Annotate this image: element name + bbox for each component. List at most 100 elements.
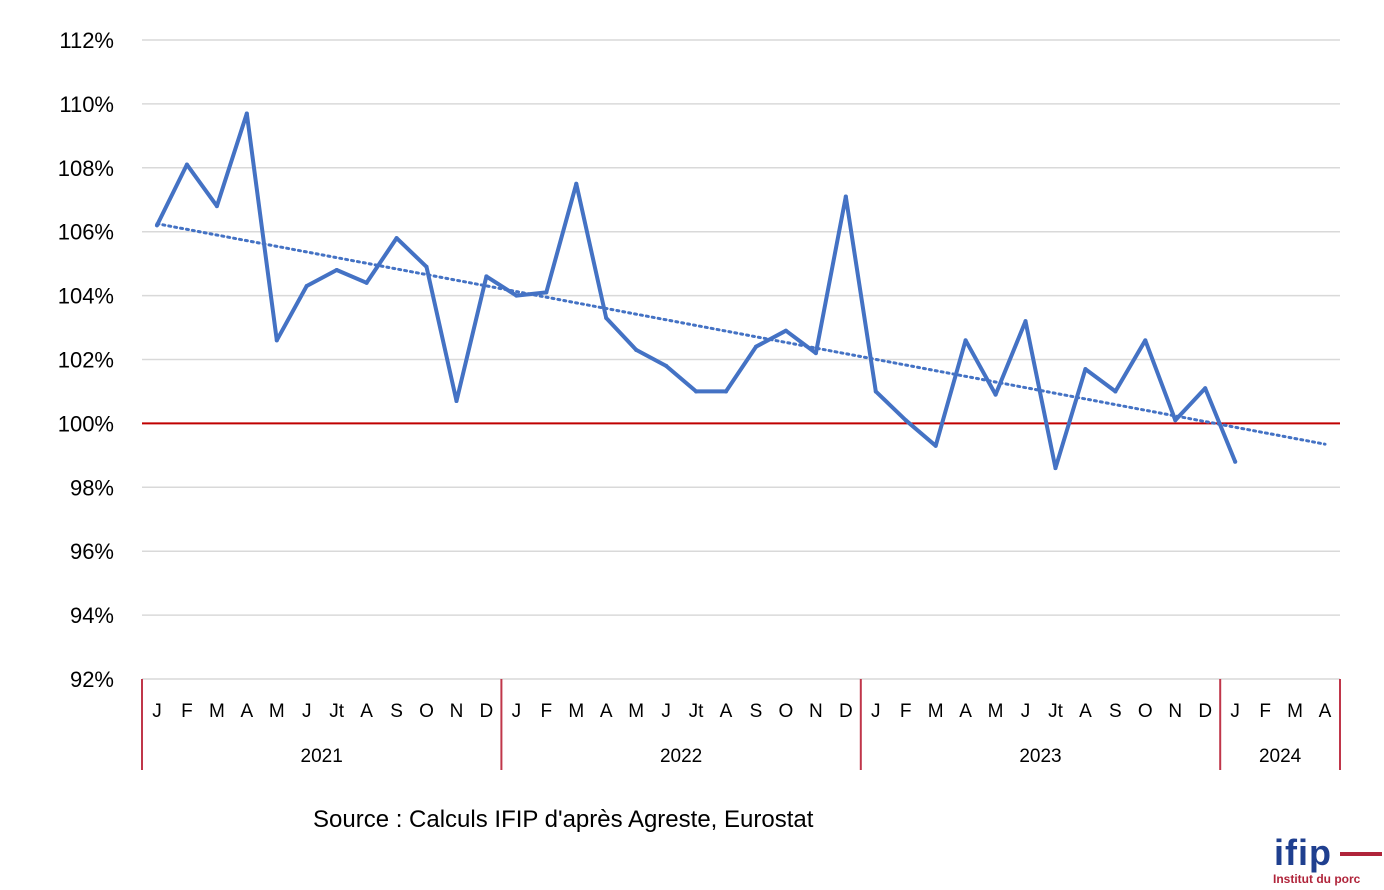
data-point [933, 443, 938, 448]
y-axis-labels: 92% 94% 96% 98% 100% 102% 104% 106% 108% 110% 112% [58, 28, 114, 692]
y-tick-label: 92% [70, 667, 114, 692]
data-point [364, 280, 369, 285]
y-tick-label: 98% [70, 475, 114, 500]
y-tick-label: 112% [59, 28, 114, 53]
month-tick-label: M [568, 701, 584, 722]
month-tick-label: D [839, 701, 853, 722]
year-label: 2024 [1259, 746, 1302, 767]
data-point [963, 338, 968, 343]
month-tick-label: J [871, 701, 881, 722]
month-tick-label: M [1287, 701, 1303, 722]
month-tick-label: M [928, 701, 944, 722]
series-line [155, 111, 1238, 471]
data-point [873, 389, 878, 394]
data-point [1143, 338, 1148, 343]
month-tick-label: J [152, 701, 162, 722]
month-tick-label: J [512, 701, 522, 722]
data-point [1173, 418, 1178, 423]
month-tick-label: N [809, 701, 823, 722]
y-tick-label: 100% [58, 411, 114, 436]
logo-bar [1340, 852, 1382, 856]
month-tick-label: J [1230, 701, 1240, 722]
data-point [783, 328, 788, 333]
data-point [694, 389, 699, 394]
month-tick-label: A [720, 701, 733, 722]
month-tick-label: M [988, 701, 1004, 722]
chart: 92% 94% 96% 98% 100% 102% 104% 106% 108% 110% 112%… [58, 28, 1341, 770]
month-tick-label: F [541, 701, 553, 722]
data-point [664, 363, 669, 368]
month-tick-label: D [480, 701, 494, 722]
month-tick-label: A [600, 701, 613, 722]
month-tick-label: A [959, 701, 972, 722]
year-label: 2023 [1019, 746, 1061, 767]
month-tick-label: M [628, 701, 644, 722]
month-tick-label: Jt [329, 701, 345, 722]
month-tick-label: F [900, 701, 912, 722]
month-tick-label: F [181, 701, 193, 722]
month-tick-label: O [779, 701, 794, 722]
y-tick-label: 96% [70, 539, 114, 564]
data-point [1113, 389, 1118, 394]
data-point [244, 111, 249, 116]
data-point [724, 389, 729, 394]
data-point [604, 315, 609, 320]
data-point [1083, 367, 1088, 372]
x-axis: J F M A M J Jt A S O N D J F M A M J Jt A S O N D J F M A M J Jt A S O N D J… [141, 679, 1341, 770]
data-point [1053, 466, 1058, 471]
data-point [843, 194, 848, 199]
y-tick-label: 102% [58, 348, 114, 373]
y-tick-label: 106% [58, 220, 114, 245]
month-tick-label: A [360, 701, 373, 722]
month-tick-label: Jt [1048, 701, 1064, 722]
data-point [424, 264, 429, 269]
month-tick-label: A [1319, 701, 1332, 722]
month-tick-label: A [1079, 701, 1092, 722]
y-tick-label: 94% [70, 603, 114, 628]
data-point [484, 274, 489, 279]
data-point [993, 392, 998, 397]
data-point [1023, 319, 1028, 324]
month-tick-label: J [302, 701, 312, 722]
month-tick-label: D [1198, 701, 1212, 722]
data-point [1203, 386, 1208, 391]
source-note: Source : Calculs IFIP d'après Agreste, E… [313, 806, 814, 833]
month-tick-label: J [661, 701, 671, 722]
month-tick-label: S [750, 701, 763, 722]
data-point [274, 338, 279, 343]
data-point [1233, 459, 1238, 464]
data-point [394, 236, 399, 241]
month-tick-label: S [390, 701, 403, 722]
data-point [454, 399, 459, 404]
logo-subtitle: Institut du porc [1273, 872, 1361, 886]
y-tick-label: 108% [58, 156, 114, 181]
month-tick-label: O [419, 701, 434, 722]
ifip-logo: ifip Institut du porc [1270, 832, 1384, 888]
data-point [304, 284, 309, 289]
month-tick-label: M [269, 701, 285, 722]
data-point [903, 418, 908, 423]
y-tick-label: 110% [59, 92, 114, 117]
y-tick-label: 104% [58, 284, 114, 309]
plot-area [154, 111, 1327, 471]
trendline [155, 222, 1327, 446]
data-point [813, 351, 818, 356]
month-tick-label: N [450, 701, 464, 722]
data-point [514, 293, 519, 298]
month-tick-label: Jt [689, 701, 705, 722]
data-point [753, 344, 758, 349]
month-tick-label: S [1109, 701, 1122, 722]
month-tick-label: N [1168, 701, 1182, 722]
grid-lines [142, 39, 1340, 680]
month-tick-label: F [1259, 701, 1271, 722]
year-label: 2022 [660, 746, 702, 767]
data-point [634, 347, 639, 352]
data-point [214, 204, 219, 209]
month-tick-label: J [1021, 701, 1031, 722]
month-tick-label: A [240, 701, 253, 722]
data-point [334, 268, 339, 273]
data-point [544, 290, 549, 295]
data-point [184, 162, 189, 167]
logo-word: ifip [1274, 832, 1332, 873]
data-point [574, 181, 579, 186]
